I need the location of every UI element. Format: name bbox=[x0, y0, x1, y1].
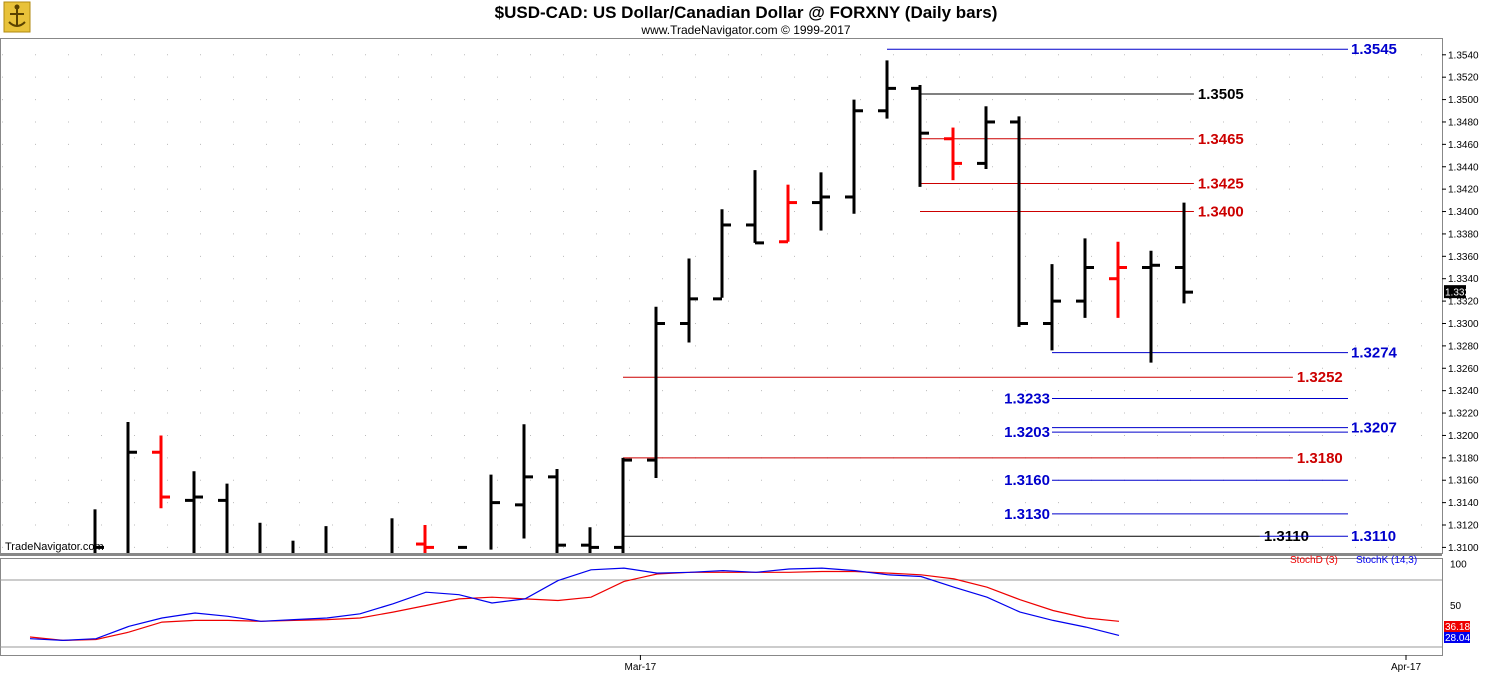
y-tick-label: 1.3540 bbox=[1448, 50, 1479, 61]
ohlc-bar bbox=[1175, 202, 1193, 304]
ohlc-bar bbox=[944, 127, 962, 181]
y-tick-label: 1.3460 bbox=[1448, 140, 1479, 151]
stochd-last-label: 36.18 bbox=[1445, 622, 1470, 633]
y-tick-label: 1.3300 bbox=[1448, 319, 1479, 330]
level-label: 1.3505 bbox=[1198, 86, 1244, 103]
levels: 1.3545 1.3505 1.3465 1.3425 1.3400 1.3274 1.32… bbox=[623, 41, 1398, 545]
y-tick-label: 1.3100 bbox=[1448, 543, 1479, 554]
y-tick-label: 1.3440 bbox=[1448, 162, 1479, 173]
y-tick-label: 1.3380 bbox=[1448, 229, 1479, 240]
level-label: 1.3110 bbox=[1351, 528, 1396, 545]
ohlc-bar bbox=[185, 471, 203, 553]
ohlc-bar bbox=[126, 422, 137, 553]
ohlc-bar bbox=[581, 527, 599, 553]
level-label: 1.3203 bbox=[1004, 424, 1050, 441]
stochk-last-label: 28.04 bbox=[1445, 633, 1470, 644]
y-tick-label: 1.3280 bbox=[1448, 341, 1479, 352]
level-label: 1.3233 bbox=[1004, 391, 1050, 408]
ohlc-bar bbox=[548, 469, 566, 553]
level-label: 1.3465 bbox=[1198, 131, 1244, 148]
stochk-legend: StochK (14,3) bbox=[1356, 555, 1417, 566]
y-tick-label: 1.3180 bbox=[1448, 453, 1479, 464]
ohlc-bar bbox=[489, 474, 500, 550]
watermark: TradeNavigator.com bbox=[5, 541, 104, 553]
y-tick-label: 1.3520 bbox=[1448, 73, 1479, 84]
y-tick-label: 1.3360 bbox=[1448, 252, 1479, 263]
ohlc-bar bbox=[458, 545, 467, 549]
stoch-tick-label: 100 bbox=[1450, 560, 1467, 571]
ohlc-bar bbox=[1142, 250, 1160, 363]
ohlc-bar bbox=[845, 99, 863, 214]
y-tick-label: 1.3500 bbox=[1448, 95, 1479, 106]
level-label: 1.3180 bbox=[1297, 450, 1343, 467]
y-tick-label: 1.3140 bbox=[1448, 498, 1479, 509]
ohlc-bars bbox=[93, 60, 1193, 553]
level-label: 1.3400 bbox=[1198, 204, 1244, 221]
level-label: 1.3425 bbox=[1198, 176, 1244, 193]
ohlc-bar bbox=[746, 170, 764, 245]
y-tick-label: 1.3420 bbox=[1448, 185, 1479, 196]
stoch-tick-label: 50 bbox=[1450, 601, 1462, 612]
y-tick-label: 1.3220 bbox=[1448, 409, 1479, 420]
last-price-label: 1.3328 bbox=[1445, 288, 1476, 299]
ohlc-bar bbox=[218, 483, 229, 553]
level-label: 1.3130 bbox=[1004, 506, 1050, 523]
level-label: 1.3274 bbox=[1351, 345, 1398, 362]
stochk-last-badge bbox=[1444, 632, 1470, 643]
x-tick-label: Mar-17 bbox=[625, 662, 657, 673]
y-tick-label: 1.3320 bbox=[1448, 297, 1479, 308]
ohlc-bar bbox=[647, 306, 665, 478]
ohlc-bar bbox=[1076, 238, 1094, 318]
ohlc-bar bbox=[152, 435, 170, 509]
level-label: 1.3545 bbox=[1351, 41, 1397, 58]
y-tick-label: 1.3200 bbox=[1448, 431, 1479, 442]
ohlc-bar bbox=[878, 60, 896, 119]
stochd-last-badge bbox=[1444, 621, 1470, 632]
y-tick-label: 1.3160 bbox=[1448, 476, 1479, 487]
level-label: 1.3160 bbox=[1004, 472, 1050, 489]
y-tick-label: 1.3400 bbox=[1448, 207, 1479, 218]
x-tick-label: Apr-17 bbox=[1391, 662, 1421, 673]
y-tick-label: 1.3120 bbox=[1448, 521, 1479, 532]
y-tick-label: 1.3260 bbox=[1448, 364, 1479, 375]
stochk-line bbox=[29, 567, 1120, 642]
logo-icon bbox=[3, 1, 31, 33]
y-tick-label: 1.3340 bbox=[1448, 274, 1479, 285]
y-tick-label: 1.3480 bbox=[1448, 117, 1479, 128]
ohlc-bar bbox=[713, 209, 731, 301]
x-axis: Mar-17 Apr-17 bbox=[625, 655, 1421, 673]
stochastic-panel-frame bbox=[0, 558, 1443, 656]
ohlc-bar bbox=[614, 457, 632, 553]
ohlc-bar bbox=[93, 509, 104, 553]
ohlc-bar bbox=[1109, 241, 1127, 318]
stochd-legend: StochD (3) bbox=[1290, 555, 1338, 566]
ohlc-bar bbox=[1010, 116, 1028, 327]
level-label: 1.3207 bbox=[1351, 420, 1397, 437]
ohlc-bar bbox=[1043, 264, 1061, 351]
ohlc-bar bbox=[911, 85, 929, 187]
chart-subtitle: www.TradeNavigator.com © 1999-2017 bbox=[640, 23, 850, 37]
price-panel: 1.3100 1.3120 1.3140 1.3160 1.3180 1.3200 1.32… bbox=[0, 38, 1479, 556]
price-panel-frame bbox=[0, 38, 1443, 554]
ohlc-bar bbox=[680, 258, 698, 343]
chart-title: $USD-CAD: US Dollar/Canadian Dollar @ FO… bbox=[495, 3, 998, 22]
ohlc-bar bbox=[515, 424, 533, 539]
ohlc-bar bbox=[779, 184, 797, 244]
stochd-line bbox=[29, 570, 1120, 642]
ohlc-bar bbox=[416, 525, 434, 553]
level-label: 1.3252 bbox=[1297, 369, 1343, 386]
ohlc-bar bbox=[812, 172, 830, 231]
last-price-badge bbox=[1444, 285, 1466, 299]
y-tick-label: 1.3240 bbox=[1448, 386, 1479, 397]
ohlc-bar bbox=[977, 106, 995, 169]
